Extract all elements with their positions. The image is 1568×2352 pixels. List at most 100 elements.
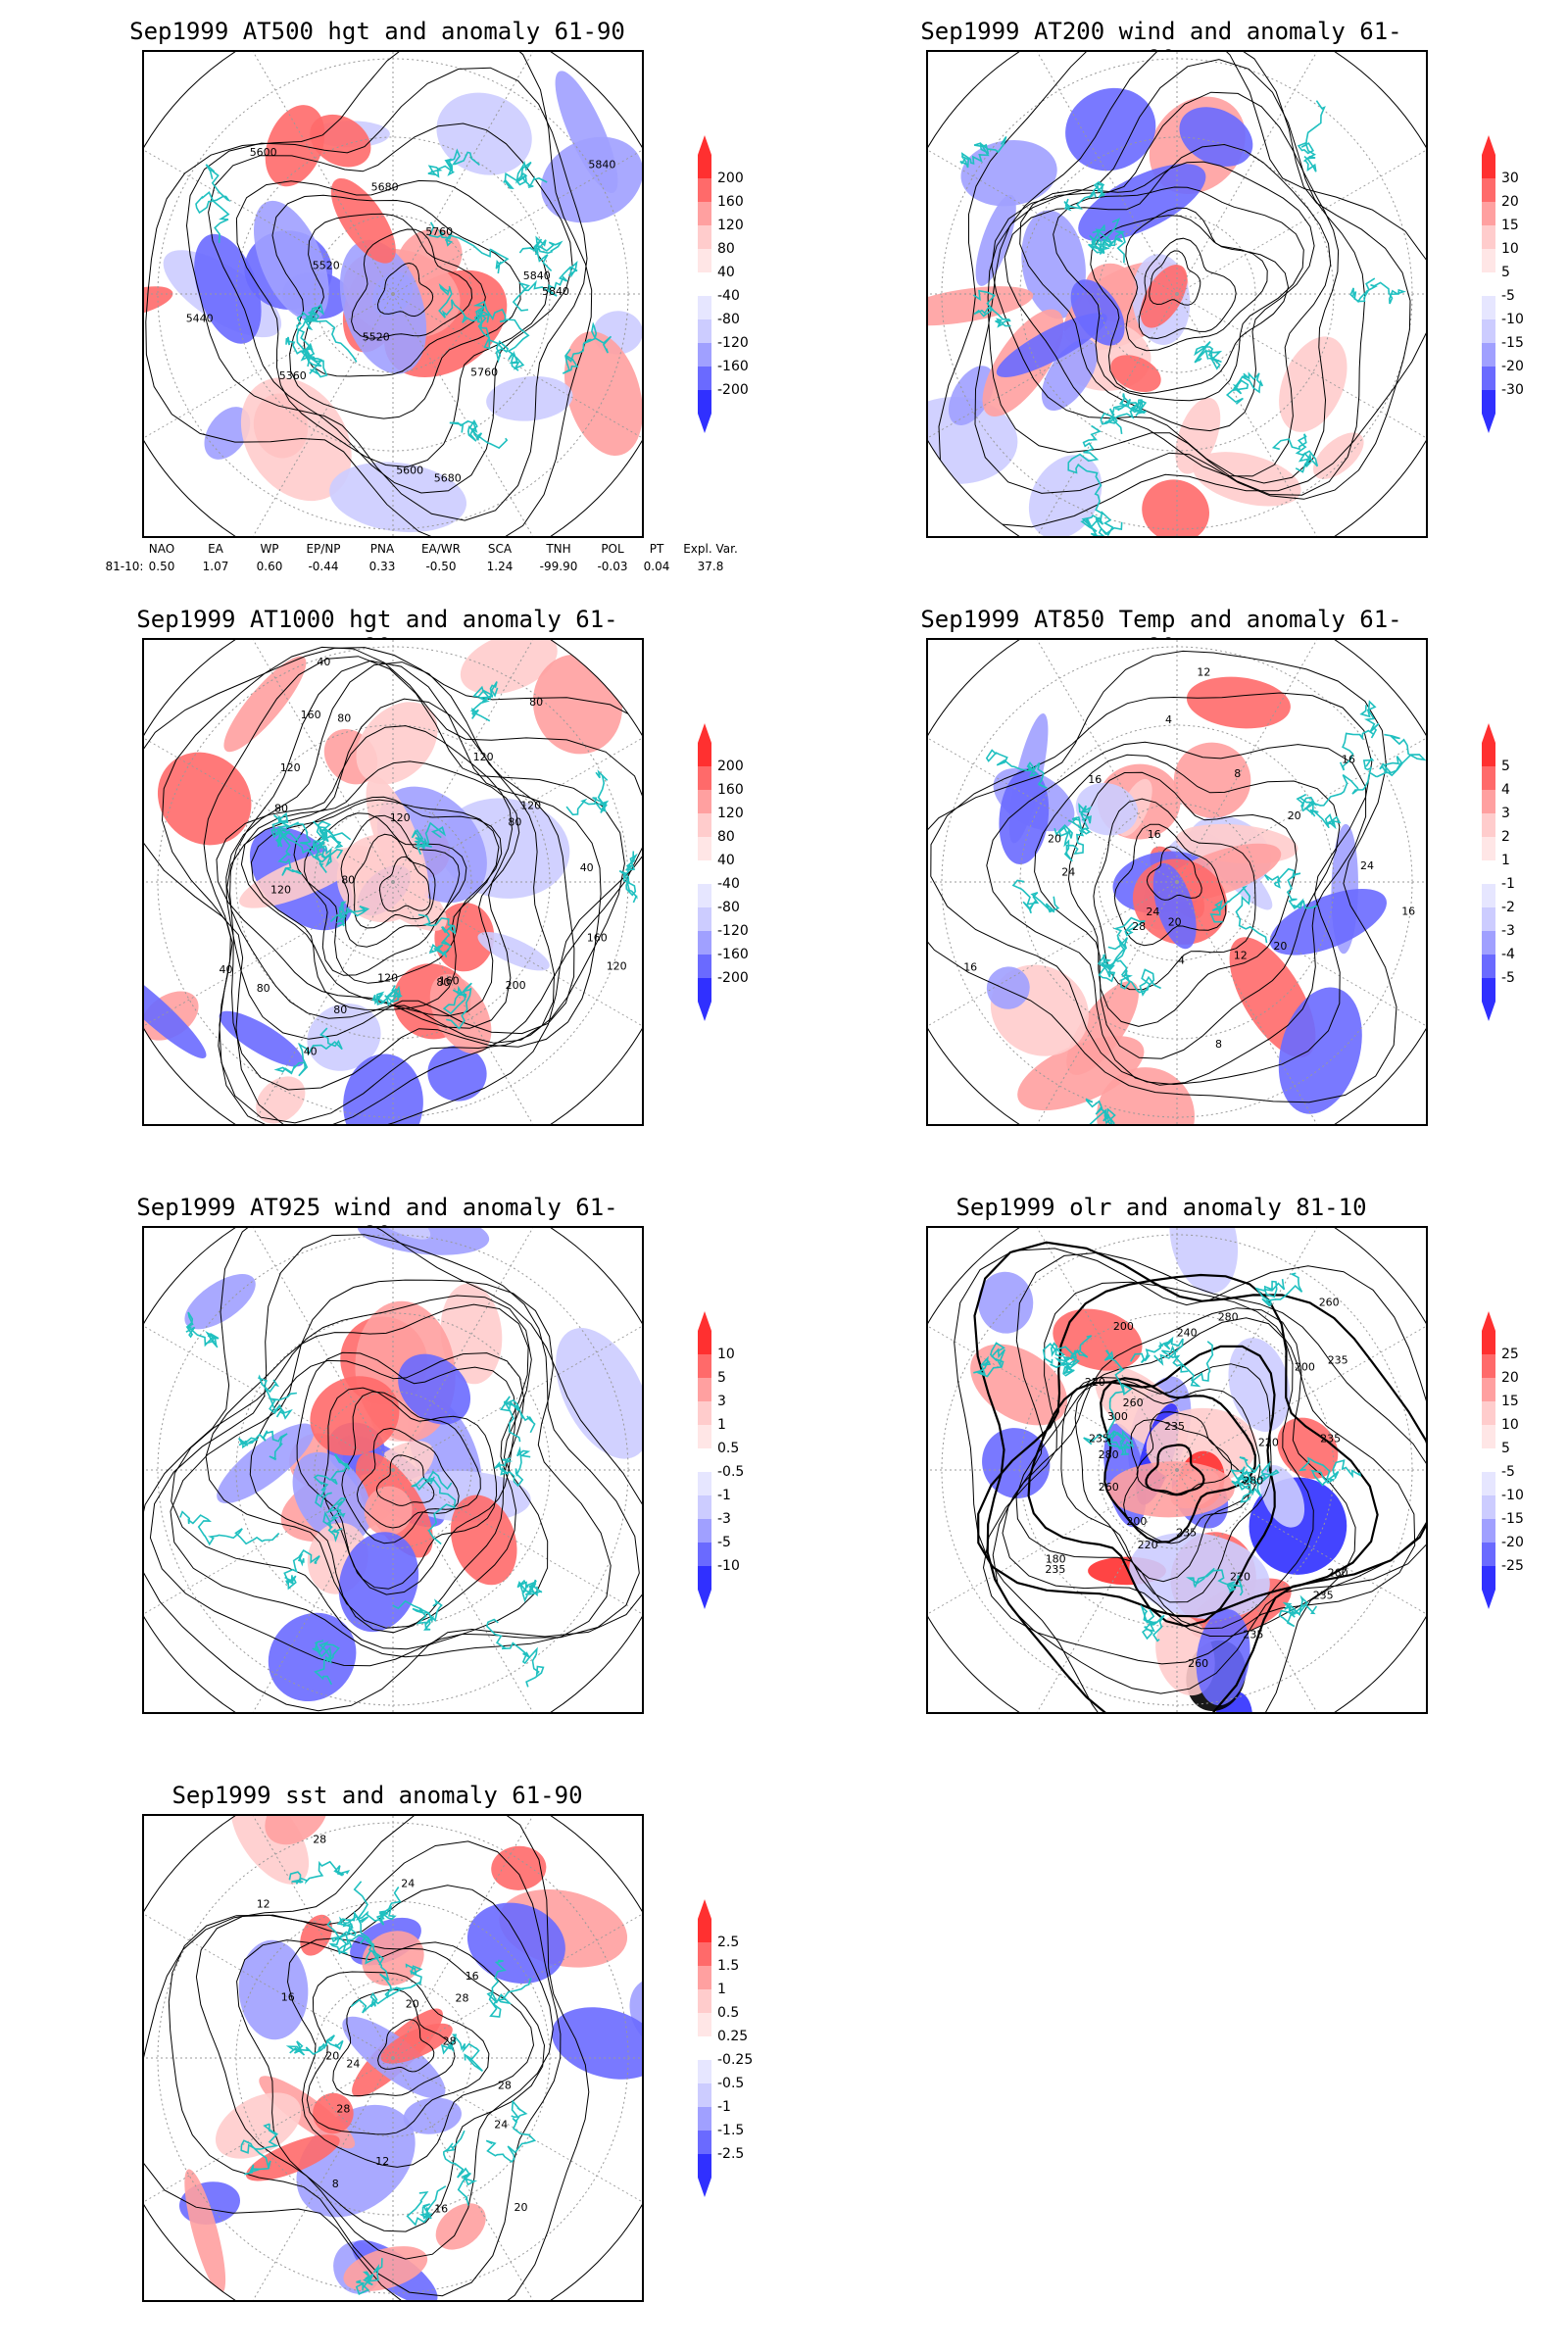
coastline — [285, 336, 328, 378]
negative-anomaly-region — [436, 92, 532, 175]
positive-anomaly-region — [215, 2092, 302, 2159]
coastline — [1107, 916, 1146, 963]
contour-label: 20 — [1273, 940, 1287, 953]
index-value: 1.24 — [486, 560, 514, 573]
colorbar-top-arrow — [698, 135, 711, 155]
colorbar-graphic — [1482, 135, 1495, 433]
negative-anomaly-region — [1021, 210, 1086, 319]
coastline — [277, 830, 326, 876]
index-header: PNA — [369, 542, 395, 556]
index-value: 0.33 — [368, 560, 396, 573]
coastline — [1278, 1594, 1318, 1628]
contour-label: 28 — [313, 1834, 326, 1846]
colorbar-segment — [698, 1566, 711, 1590]
colorbar-tick-label: 200 — [717, 759, 744, 774]
colorbar-tick-label: -120 — [717, 335, 749, 351]
colorbar-segment — [1482, 272, 1495, 296]
contour-line — [1113, 823, 1227, 947]
map-frame — [926, 50, 1428, 538]
colorbar-segment — [698, 390, 711, 414]
negative-anomaly-region — [1179, 107, 1253, 167]
positive-anomaly-region — [1142, 479, 1209, 536]
coastline — [500, 1396, 536, 1443]
colorbar-tick-label: -40 — [717, 288, 740, 304]
colorbar-tick-label: 3 — [717, 1394, 726, 1409]
colorbar-tick-label: 2.5 — [717, 1935, 740, 1950]
contour-line — [378, 856, 431, 912]
coastline — [972, 289, 1011, 328]
coastline — [312, 1640, 340, 1686]
contour-line — [973, 1241, 1426, 1712]
contour-label: 28 — [336, 2103, 350, 2116]
contour-label: 280 — [1218, 1311, 1239, 1324]
coastline — [185, 1311, 220, 1348]
coastline — [406, 2185, 447, 2227]
contour-label: 120 — [520, 800, 541, 812]
contour-line — [1034, 754, 1341, 1059]
coastline — [1054, 824, 1085, 862]
colorbar-segment — [698, 2036, 711, 2060]
contour-label: 5840 — [523, 270, 551, 282]
colorbar-tick-label: -0.25 — [717, 2052, 754, 2068]
contour-label: 180 — [1046, 1553, 1066, 1566]
coastline — [288, 1860, 351, 1885]
contour-line — [271, 194, 521, 419]
colorbar-tick-label: 5 — [1501, 265, 1510, 280]
coastline — [1349, 277, 1406, 305]
contour-label: 12 — [1197, 666, 1210, 679]
negative-anomaly-region — [1065, 87, 1156, 172]
colorbar-segment — [698, 955, 711, 978]
contour-label: 16 — [281, 1991, 295, 2004]
contour-label: 200 — [1126, 1515, 1147, 1528]
index-header: WP — [260, 542, 279, 556]
index-row-label: 81-10: — [105, 560, 144, 573]
colorbar-segment — [1482, 1519, 1495, 1543]
contour-line — [195, 1885, 554, 2260]
colorbar-tick-label: -160 — [717, 947, 749, 962]
colorbar-tick-label: -1 — [717, 2099, 731, 2115]
contour-label: 260 — [1188, 1657, 1208, 1670]
coastline — [1297, 100, 1326, 172]
coastline — [518, 235, 564, 271]
colorbar-segment — [698, 2083, 711, 2107]
colorbar-segment — [698, 1425, 711, 1448]
positive-anomaly-region — [310, 114, 371, 168]
contour-label: 4 — [1178, 955, 1185, 967]
colorbar-top-arrow — [698, 1311, 711, 1331]
colorbar-segment — [1482, 931, 1495, 955]
contour-line — [356, 1427, 460, 1529]
colorbar-tick-label: 25 — [1501, 1347, 1519, 1362]
colorbar-segment — [1482, 790, 1495, 813]
contour-label: 40 — [220, 963, 233, 976]
colorbar-bottom-arrow — [698, 414, 711, 433]
contour-line — [376, 262, 434, 318]
colorbar-graphic — [698, 1899, 711, 2197]
contour-label: 260 — [1123, 1396, 1144, 1409]
coastline — [1254, 1272, 1303, 1307]
contour-line — [1074, 1381, 1261, 1583]
contour-line — [1019, 161, 1315, 432]
colorbar-segment — [698, 1919, 711, 1942]
colorbar-segment — [698, 1331, 711, 1354]
coastline — [1194, 341, 1223, 370]
colorbar-segment — [698, 1942, 711, 1966]
coastline — [1186, 1567, 1244, 1596]
colorbar-tick-label: 1 — [1501, 853, 1510, 868]
contour-label: 5600 — [250, 146, 277, 159]
colorbar-tick-label: -15 — [1501, 1511, 1524, 1527]
teleconnection-indices: NAO EA WP EP/NP PNA EA/WR SCA TNH POL PT Expl. Var… — [106, 542, 738, 581]
contour-label: 260 — [1319, 1297, 1340, 1309]
colorbar-graphic — [698, 723, 711, 1021]
colorbar-tick-label: 5 — [1501, 1441, 1510, 1456]
coastline — [469, 681, 499, 722]
colorbar-segment — [698, 790, 711, 813]
colorbar-tick-label: 5 — [717, 1370, 726, 1386]
colorbar-tick-label: 10 — [1501, 1417, 1519, 1433]
positive-anomaly-region — [434, 903, 495, 972]
colorbar-tick-label: -2.5 — [717, 2146, 745, 2162]
colorbar-top-arrow — [1482, 135, 1495, 155]
positive-anomaly-region — [223, 656, 307, 753]
positive-anomaly-region — [1066, 981, 1139, 1075]
map-content: 28 24 20 16 12 8 28 24 20 16 12 28 24 20 16 28 28 — [144, 1816, 642, 2300]
